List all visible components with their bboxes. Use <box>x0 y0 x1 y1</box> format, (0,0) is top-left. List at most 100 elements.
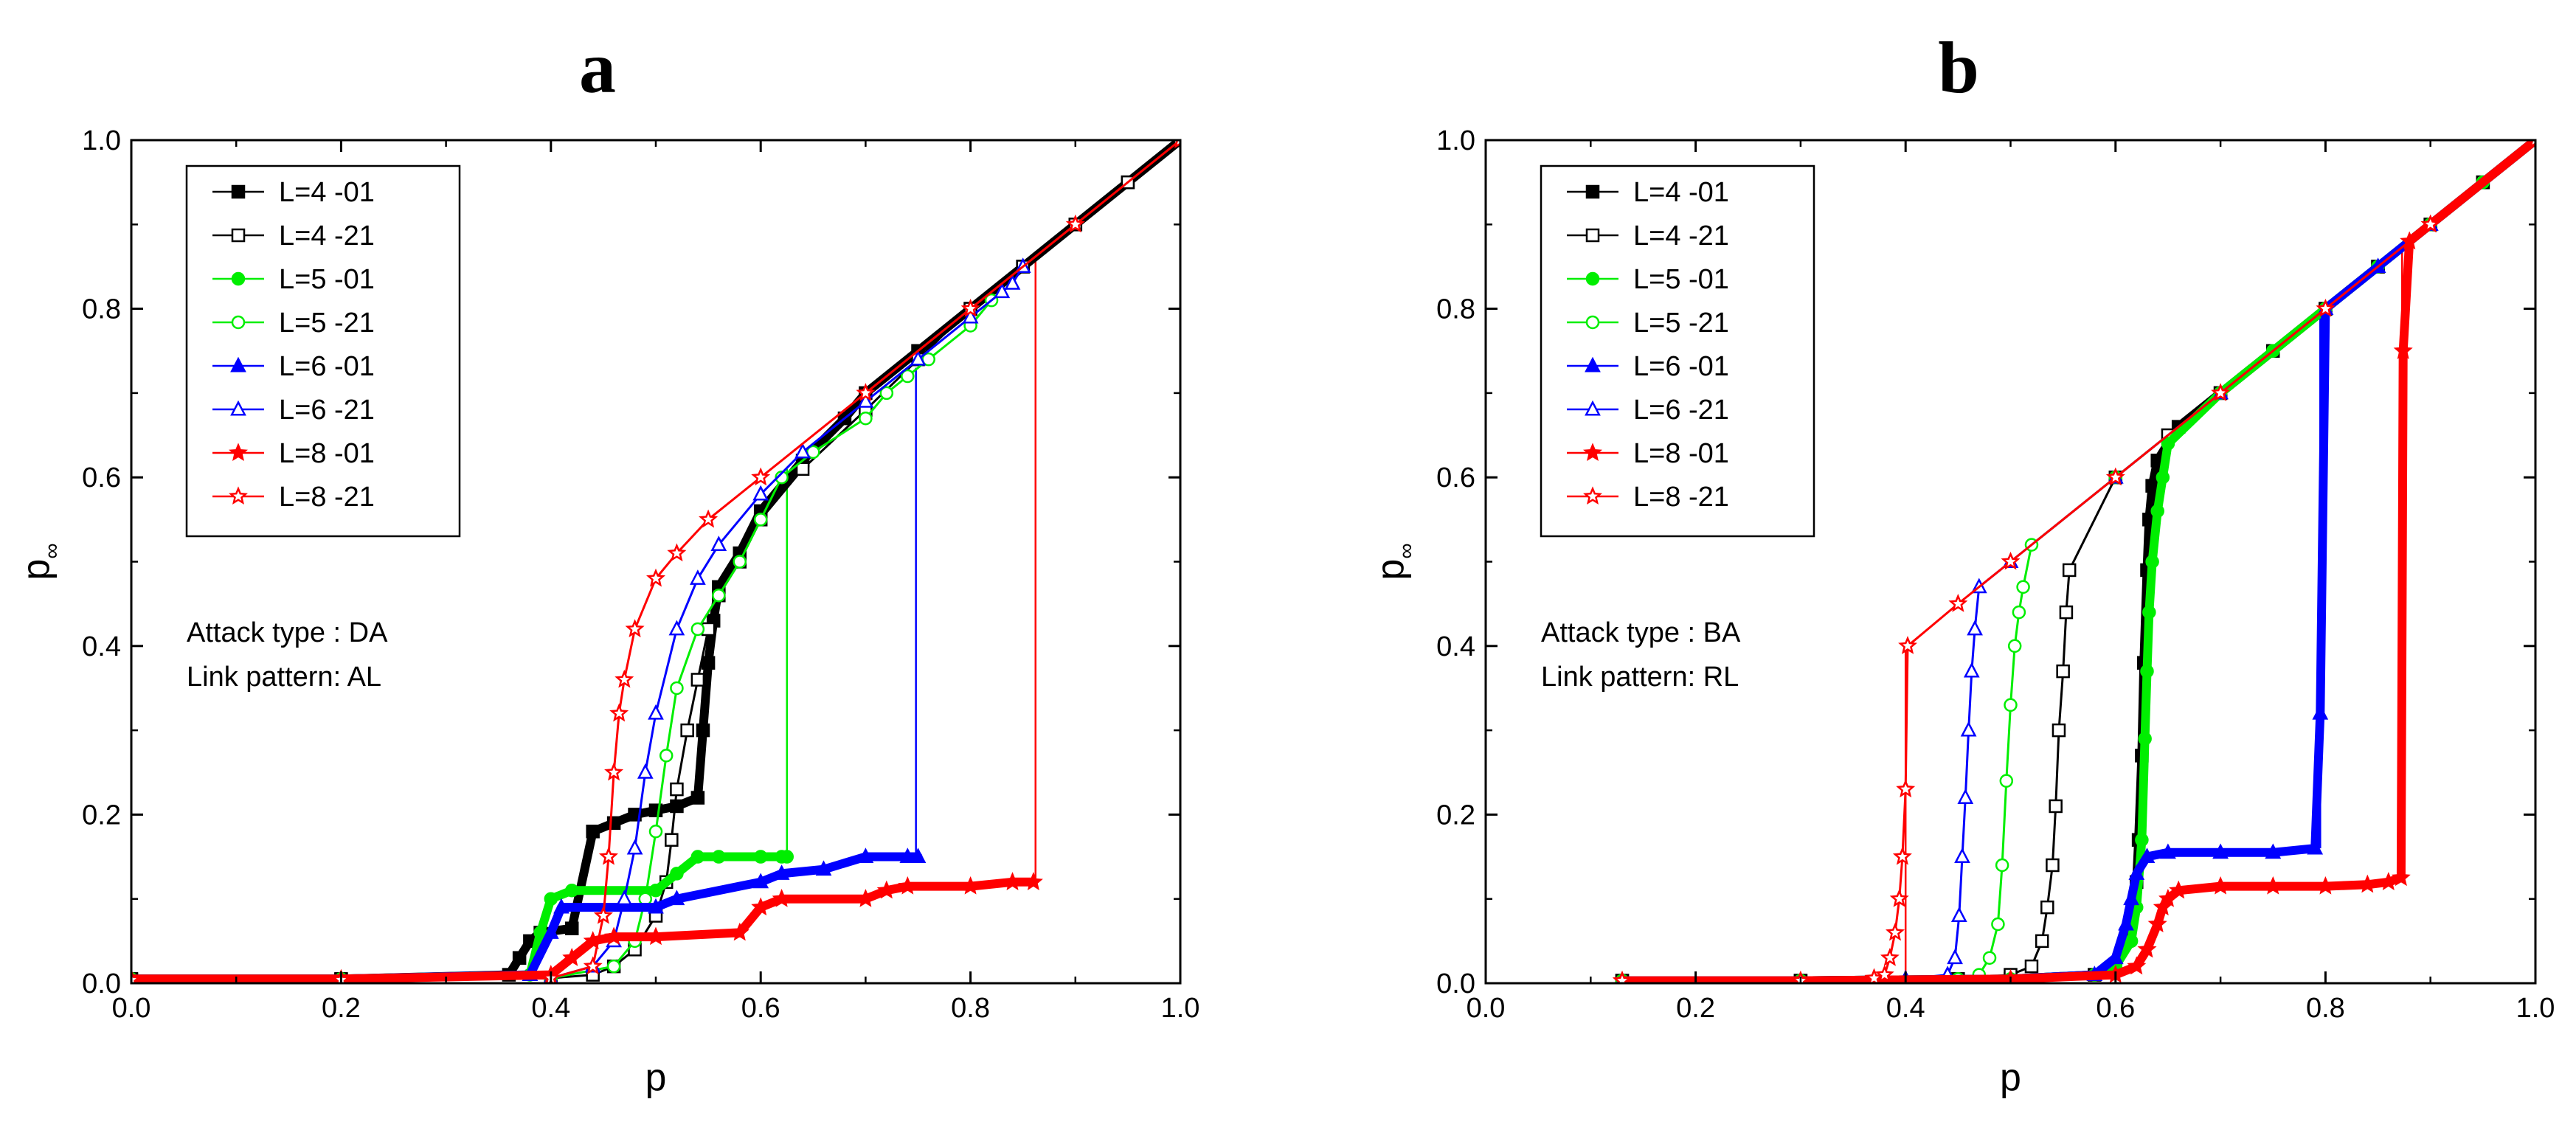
x-tick-label: 1.0 <box>2516 993 2555 1024</box>
data-point <box>901 369 915 384</box>
data-point <box>1896 779 1916 798</box>
data-point <box>780 850 794 864</box>
data-point <box>1023 872 1043 890</box>
data-point <box>2001 551 2021 570</box>
data-point <box>626 839 643 855</box>
data-point <box>512 951 527 965</box>
data-point <box>2016 580 2030 595</box>
data-point <box>583 956 603 975</box>
data-point <box>2147 914 2167 933</box>
legend-label: L=6 -21 <box>1633 395 1729 426</box>
data-point <box>1963 662 1980 678</box>
data-point <box>564 884 579 898</box>
data-point <box>2145 555 2159 569</box>
annotation-text: Link pattern: RL <box>1541 662 1739 693</box>
data-point <box>960 298 980 317</box>
data-point <box>2137 939 2157 958</box>
data-point <box>1003 872 1022 890</box>
y-axis-label: p∞ <box>1369 543 1419 580</box>
data-point <box>1898 636 1917 654</box>
data-point <box>2391 867 2411 887</box>
data-point <box>1948 594 1968 612</box>
data-point <box>544 892 558 906</box>
data-point <box>794 443 811 459</box>
data-point <box>2035 934 2049 949</box>
data-point <box>1999 774 2014 788</box>
legend-marker <box>230 400 246 416</box>
data-point <box>1174 140 1180 149</box>
data-point <box>690 791 705 805</box>
data-point <box>668 620 685 636</box>
data-point <box>712 850 726 864</box>
legend-label: L=8 -21 <box>279 482 375 513</box>
x-tick-label: 0.8 <box>2306 993 2345 1024</box>
data-point <box>699 509 719 528</box>
x-tick-label: 0.2 <box>1676 993 1715 1024</box>
legend: L=4 -01 L=4 -21 L=5 -01 L=5 -21 L=6 -01 L=6 -… <box>1540 164 1815 538</box>
legend-marker <box>1585 315 1600 330</box>
data-point <box>856 383 876 401</box>
data-point <box>646 568 665 587</box>
data-point <box>2312 704 2329 720</box>
data-point <box>2062 563 2077 578</box>
legend-marker <box>229 443 248 462</box>
legend-box <box>1540 164 1815 538</box>
data-point <box>1957 788 1974 804</box>
data-point <box>614 669 634 688</box>
data-point <box>2393 341 2413 359</box>
data-point <box>668 890 685 906</box>
annotation-text: Link pattern: AL <box>187 662 381 693</box>
legend-label: L=8 -01 <box>279 438 375 469</box>
y-axis-label: p∞ <box>15 543 64 580</box>
data-point <box>648 825 663 839</box>
data-point <box>637 763 654 779</box>
panel-a: a 0.0 0.2 0.4 0.6 0.8 1.0 0.0 0.2 0.4 0.6 0.8 1.0 p p∞… <box>15 27 1199 1099</box>
data-point <box>859 411 873 426</box>
data-point <box>593 905 613 924</box>
data-point <box>609 703 629 722</box>
data-point <box>2012 605 2026 620</box>
data-point <box>2211 383 2231 401</box>
data-point <box>2004 698 2018 713</box>
legend-box <box>185 164 461 538</box>
data-point <box>752 873 769 889</box>
data-point <box>690 673 705 687</box>
data-point <box>2007 639 2022 654</box>
data-point <box>815 860 832 876</box>
data-point <box>1991 917 2005 932</box>
data-point <box>752 485 769 501</box>
data-point <box>670 867 684 881</box>
y-tick-label: 0.2 <box>1436 800 1475 831</box>
data-point <box>751 467 771 486</box>
data-point <box>2529 140 2535 149</box>
data-point <box>772 889 792 907</box>
series-l-8-21 <box>1613 140 2535 983</box>
data-point <box>1004 274 1021 290</box>
y-tick-label: 1.0 <box>1436 125 1475 156</box>
x-tick-label: 1.0 <box>1161 993 1200 1024</box>
legend-label: L=4 -21 <box>279 221 375 252</box>
data-point <box>1960 721 1977 737</box>
data-point <box>1967 620 1983 636</box>
data-point <box>2420 214 2440 233</box>
data-point <box>2211 876 2231 895</box>
series-l-8-21 <box>131 140 1180 983</box>
data-point <box>131 969 141 983</box>
data-point <box>751 897 771 916</box>
panel-letter: a <box>579 27 616 108</box>
panel-letter: b <box>1938 27 1979 108</box>
x-tick-label: 0.4 <box>1886 993 1925 1024</box>
data-point <box>2107 949 2124 965</box>
legend-label: L=8 -01 <box>1633 438 1729 469</box>
legend-marker <box>1585 184 1600 199</box>
data-point <box>1947 949 1963 965</box>
y-tick-label: 0.6 <box>1436 462 1475 493</box>
data-point <box>667 543 687 562</box>
data-point <box>2169 880 2189 899</box>
data-point <box>2040 900 2054 915</box>
legend-label: L=5 -21 <box>279 308 375 339</box>
data-point <box>1065 214 1085 233</box>
data-point <box>670 782 684 797</box>
data-point <box>994 282 1011 299</box>
